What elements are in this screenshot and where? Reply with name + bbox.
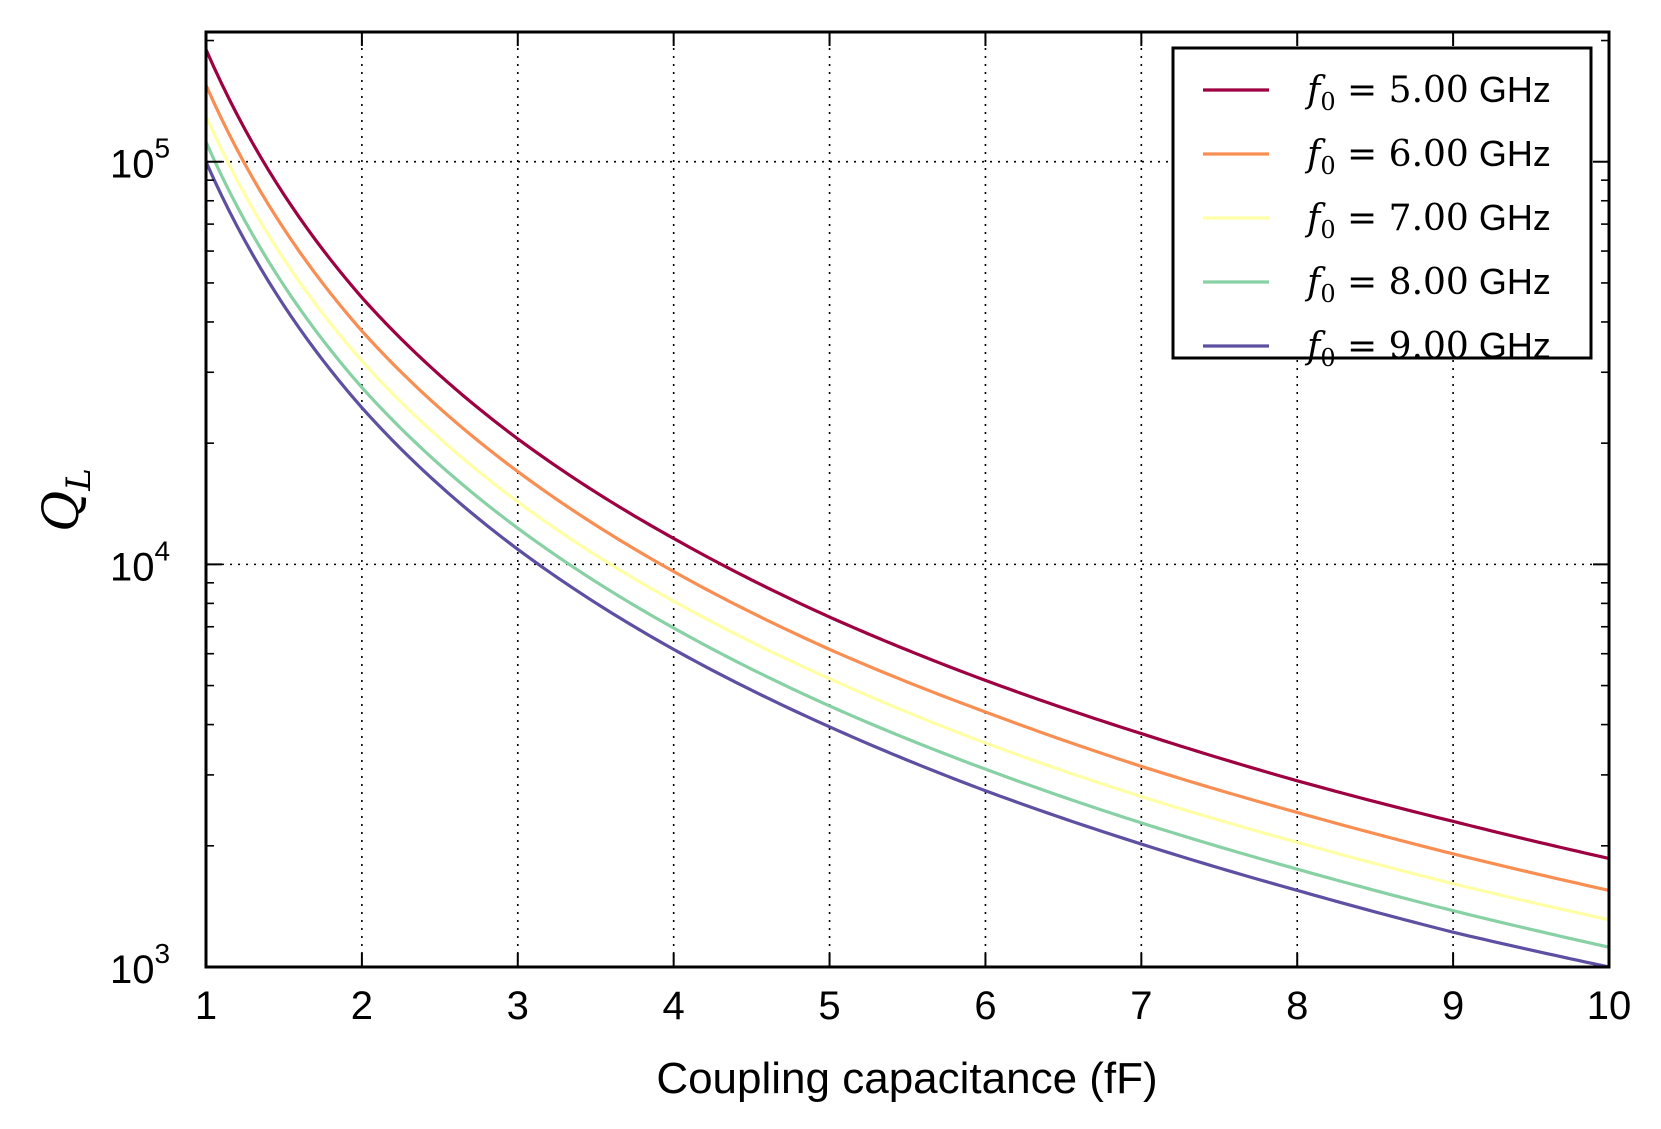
- y-axis-title: QL: [32, 468, 99, 532]
- legend: f0 = 5.00 GHz f0 = 6.00 GHz f0 = 7.00 GHz f…: [1171, 46, 1593, 372]
- legend-label-unit: GHz: [1469, 133, 1551, 174]
- series-line: [206, 48, 1609, 861]
- y-tick-exponent: 3: [154, 938, 170, 969]
- y-tick-base: 10: [110, 948, 155, 992]
- x-tick-label: 8: [1286, 984, 1308, 1028]
- x-tick-label: 5: [818, 984, 840, 1028]
- legend-label: f0 = 9.00 GHz: [1304, 325, 1551, 372]
- legend-label-value: = 8.00: [1336, 262, 1469, 303]
- y-tick-label: 103: [110, 938, 170, 992]
- y-axis-title-symbol: Q: [32, 491, 90, 532]
- y-tick-exponent: 4: [154, 535, 170, 566]
- legend-label-value: = 6.00: [1336, 134, 1469, 175]
- y-tick-label: 104: [110, 535, 170, 589]
- series-line: [206, 141, 1609, 949]
- legend-label-value: = 9.00: [1336, 326, 1469, 367]
- ticks: [205, 32, 1610, 968]
- y-tick-base: 10: [110, 545, 155, 589]
- legend-label-subscript: 0: [1320, 152, 1335, 180]
- series-line: [206, 161, 1609, 967]
- x-tick-label: 9: [1442, 984, 1464, 1028]
- y-tick-label: 105: [110, 133, 170, 187]
- legend-label-subscript: 0: [1320, 216, 1335, 244]
- x-tick-label: 2: [351, 984, 373, 1028]
- legend-label: f0 = 5.00 GHz: [1304, 69, 1551, 116]
- x-tick-label: 3: [507, 984, 529, 1028]
- legend-label-value: = 5.00: [1336, 70, 1469, 111]
- plot-frame: [204, 30, 1611, 969]
- legend-label-subscript: 0: [1320, 344, 1335, 372]
- legend-label-value: = 7.00: [1336, 198, 1469, 239]
- legend-label-unit: GHz: [1469, 261, 1551, 302]
- x-tick-label: 10: [1587, 984, 1632, 1028]
- x-tick-label: 4: [663, 984, 685, 1028]
- x-tick-label: 1: [195, 984, 217, 1028]
- legend-box: [1171, 46, 1593, 360]
- legend-label-subscript: 0: [1320, 280, 1335, 308]
- y-axis-title-subscript: L: [59, 468, 99, 492]
- legend-label-unit: GHz: [1469, 69, 1551, 110]
- legend-label-unit: GHz: [1469, 197, 1551, 238]
- legend-label: f0 = 7.00 GHz: [1304, 197, 1551, 244]
- y-tick-exponent: 5: [154, 133, 170, 164]
- series-line: [206, 84, 1609, 892]
- series-line: [206, 115, 1609, 922]
- legend-label-subscript: 0: [1320, 88, 1335, 116]
- x-axis-title: Coupling capacitance (fF): [656, 1054, 1157, 1103]
- x-tick-label: 7: [1130, 984, 1152, 1028]
- legend-label-unit: GHz: [1469, 325, 1551, 366]
- legend-label: f0 = 8.00 GHz: [1304, 261, 1551, 308]
- x-tick-label: 6: [974, 984, 996, 1028]
- y-tick-base: 10: [110, 143, 155, 187]
- legend-label: f0 = 6.00 GHz: [1304, 133, 1551, 180]
- series-layer: [206, 48, 1609, 967]
